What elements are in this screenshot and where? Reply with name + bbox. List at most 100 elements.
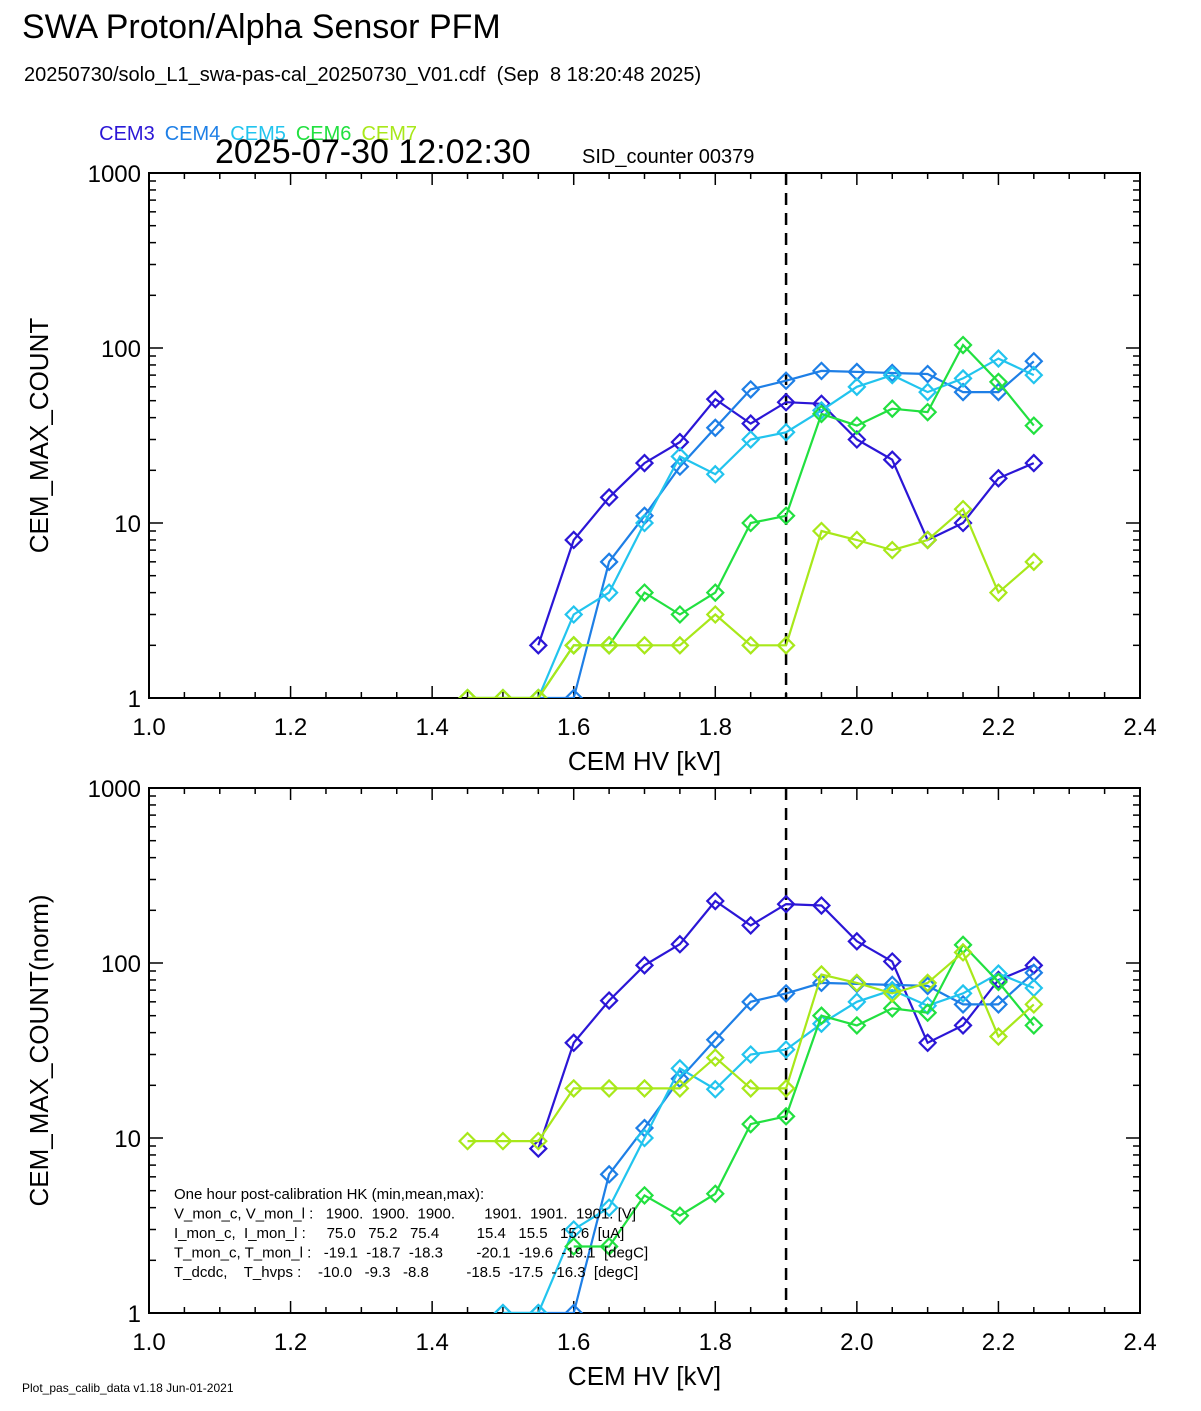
y-tick-label: 1: [128, 1301, 141, 1328]
data-point-cem7: [528, 1131, 548, 1151]
x-tick-label: 1.8: [699, 714, 732, 741]
data-point-cem3: [882, 951, 902, 972]
data-point-cem3: [528, 635, 548, 655]
series-line-cem7: [467, 950, 1035, 1143]
x-axis-label: CEM HV [kV]: [568, 746, 721, 776]
data-point-cem4: [741, 992, 761, 1012]
data-point-cem6: [1024, 416, 1044, 436]
series-group: [457, 891, 1044, 1313]
data-point-cem3: [599, 991, 619, 1011]
data-point-cem7: [776, 635, 796, 655]
y-tick-label: 100: [101, 951, 141, 978]
data-point-cem3: [634, 955, 655, 975]
data-point-cem5: [847, 992, 867, 1012]
data-point-cem7: [705, 1048, 725, 1068]
data-point-cem4: [670, 1069, 690, 1089]
data-point-cem7: [918, 530, 938, 550]
x-tick-label: 2.2: [982, 1329, 1015, 1356]
data-point-cem3: [670, 934, 690, 954]
sid-counter: SID_counter 00379: [582, 146, 755, 168]
x-tick-label: 1.6: [557, 714, 590, 741]
data-point-cem5: [776, 422, 796, 442]
data-point-cem3: [882, 450, 902, 470]
data-point-cem7: [741, 1078, 761, 1098]
data-point-cem7: [634, 635, 655, 655]
y-axis-label: CEM_MAX_COUNT: [24, 318, 54, 554]
data-point-cem6: [811, 1006, 832, 1026]
data-point-cem5: [634, 1128, 655, 1148]
x-tick-label: 1.0: [132, 1329, 165, 1356]
series-line-cem7: [467, 507, 1035, 698]
data-point-cem3: [528, 1139, 548, 1159]
data-point-cem4: [564, 688, 584, 698]
legend-item-cem5: CEM5: [230, 123, 286, 145]
data-point-cem3: [811, 895, 832, 916]
data-point-cem3: [811, 394, 832, 414]
x-tick-label: 2.2: [982, 714, 1015, 741]
data-point-cem3: [988, 468, 1008, 488]
data-point-cem5: [705, 464, 725, 484]
data-point-cem5: [988, 349, 1008, 369]
legend: CEM3 CEM4 CEM5 CEM6 CEM7: [88, 100, 427, 146]
series-line-cem3: [537, 899, 1035, 1149]
data-point-cem6: [741, 513, 761, 533]
data-point-cem7: [493, 688, 513, 698]
data-point-cem5: [741, 429, 761, 450]
x-axis-label: CEM HV [kV]: [568, 1361, 721, 1391]
series-line-cem4: [502, 971, 1035, 1313]
data-point-cem3: [705, 389, 725, 409]
x-tick-label: 1.4: [415, 714, 448, 741]
data-point-cem7: [599, 1078, 619, 1098]
x-tick-label: 2.4: [1123, 714, 1156, 741]
data-point-cem3: [705, 891, 725, 911]
data-point-cem5: [634, 513, 655, 533]
data-point-cem7: [882, 983, 902, 1003]
data-point-cem5: [1024, 365, 1044, 385]
legend-item-cem6: CEM6: [295, 123, 352, 145]
x-tick-label: 1.0: [132, 714, 165, 741]
series-line-cem5: [537, 357, 1035, 698]
data-point-cem6: [953, 335, 973, 355]
data-point-cem6: [882, 998, 902, 1018]
data-point-cem5: [564, 604, 584, 625]
data-point-cem4: [599, 1164, 619, 1184]
data-point-cem5: [528, 1303, 548, 1313]
data-point-cem5: [670, 1058, 690, 1078]
data-point-cem5: [847, 377, 867, 397]
data-point-cem6: [670, 1206, 690, 1226]
footer-version: Plot_pas_calib_data v1.18 Jun-01-2021: [22, 1381, 234, 1395]
chart-panel-bottom: 1.0 1.2 1.4 1.6 1.8 2.0 2.2 2.4 1 10 100 1000 CEM HV…: [24, 776, 1157, 1391]
data-point-cem7: [670, 1078, 690, 1098]
data-point-cem4: [670, 457, 690, 477]
data-point-cem5: [1024, 978, 1044, 998]
data-point-cem5: [705, 1079, 725, 1099]
data-point-cem7: [811, 964, 832, 985]
data-point-cem7: [918, 973, 938, 993]
data-point-cem4: [918, 976, 938, 996]
data-point-cem7: [811, 521, 832, 541]
legend-item-cem7: CEM7: [361, 123, 418, 145]
data-point-cem7: [634, 1078, 655, 1098]
series-line-cem3: [537, 397, 1035, 646]
data-point-cem7: [988, 583, 1008, 603]
data-point-cem3: [953, 1015, 973, 1035]
data-point-cem7: [1024, 994, 1044, 1014]
plot-frame: [148, 172, 1141, 699]
data-point-cem7: [776, 1078, 796, 1098]
data-point-cem3: [634, 453, 655, 473]
data-point-cem6: [988, 972, 1008, 992]
x-tick-label: 1.4: [415, 1329, 448, 1356]
data-point-cem3: [741, 915, 761, 935]
data-point-cem6: [918, 402, 938, 422]
data-point-cem4: [776, 983, 796, 1003]
page-title: SWA Proton/Alpha Sensor PFM: [22, 8, 501, 46]
data-point-cem3: [1024, 453, 1044, 473]
data-point-cem6: [776, 506, 796, 526]
data-point-cem7: [564, 1078, 584, 1098]
data-point-cem5: [882, 365, 902, 385]
data-point-cem7: [847, 973, 867, 993]
data-point-cem4: [918, 364, 938, 384]
y-tick-label: 10: [114, 511, 141, 538]
data-point-cem7: [953, 942, 973, 962]
